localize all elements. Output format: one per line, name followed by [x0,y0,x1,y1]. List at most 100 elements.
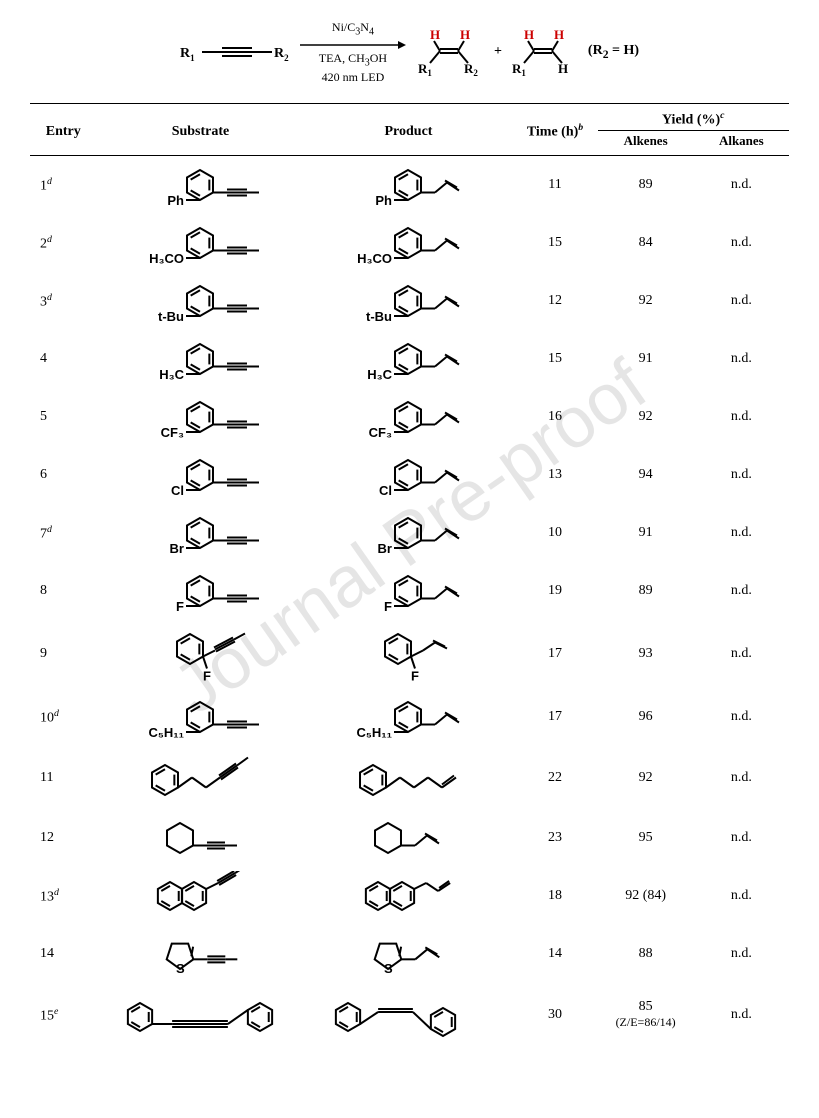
svg-text:R1: R1 [180,46,195,63]
time-cell: 17 [512,688,597,746]
svg-text:H₃C: H₃C [368,367,393,382]
svg-text:Ph: Ph [376,193,393,208]
entry-cell: 3d [30,272,96,330]
reaction-conditions-below: TEA, CH3OH 420 nm LED [319,51,387,85]
time-cell: 16 [512,388,597,446]
table-row: 10d C₅H₁₁ C₅H₁₁ 17 96 n.d. [30,688,789,746]
alkane-yield-cell: n.d. [694,156,789,215]
entry-cell: 10d [30,688,96,746]
substrate-structure: C₅H₁₁ [96,688,304,746]
time-cell: 12 [512,272,597,330]
alkane-yield-cell: n.d. [694,214,789,272]
time-cell: 13 [512,446,597,504]
product-structure: Cl [304,446,512,504]
alkene-yield-cell: 85(Z/E=86/14) [598,983,694,1046]
product-structure [304,809,512,867]
substrate-structure: CF₃ [96,388,304,446]
svg-text:Cl: Cl [171,483,184,498]
alkene-yield-cell: 92 [598,388,694,446]
substrate-structure [96,809,304,867]
svg-text:S: S [384,961,393,976]
table-row: 5 CF₃ CF₃ 16 92 n.d. [30,388,789,446]
time-cell: 19 [512,562,597,620]
table-row: 9 F F 17 93 n.d. [30,620,789,688]
svg-text:t-Bu: t-Bu [366,309,392,324]
reaction-conditions: Ni/C3N4 [332,20,374,39]
alkene-yield-cell: 92 [598,272,694,330]
alkane-yield-cell: n.d. [694,388,789,446]
alkane-yield-cell: n.d. [694,925,789,983]
product-structure: S [304,925,512,983]
entry-cell: 14 [30,925,96,983]
alkene-yield-cell: 95 [598,809,694,867]
time-cell: 15 [512,330,597,388]
alkane-yield-cell: n.d. [694,746,789,809]
time-cell: 14 [512,925,597,983]
time-cell: 30 [512,983,597,1046]
reaction-scheme: R1 R2 Ni/C3N4 TEA, CH3OH 420 nm LED H H … [30,20,789,85]
time-cell: 18 [512,867,597,925]
product-structure: Ph [304,156,512,215]
entry-cell: 1d [30,156,96,215]
substrate-structure: S [96,925,304,983]
alkene-yield-cell: 91 [598,330,694,388]
svg-text:CF₃: CF₃ [161,425,184,440]
alkene-yield-cell: 89 [598,562,694,620]
svg-text:R1: R1 [512,61,526,77]
entry-cell: 9 [30,620,96,688]
alkene-yield-cell: 91 [598,504,694,562]
substrate-structure: F [96,562,304,620]
svg-text:H: H [460,27,470,42]
time-cell: 15 [512,214,597,272]
svg-text:R1: R1 [418,61,432,77]
col-product: Product [304,103,512,156]
alkane-yield-cell: n.d. [694,272,789,330]
svg-text:F: F [411,669,419,684]
substrate-structure: H₃C [96,330,304,388]
svg-text:S: S [176,961,185,976]
product-cis-alkene: H H R1 R2 [416,27,486,77]
svg-text:C₅H₁₁: C₅H₁₁ [357,725,393,740]
substrate-structure: Br [96,504,304,562]
product-structure: H₃C [304,330,512,388]
table-row: 13d 18 92 (84) n.d. [30,867,789,925]
substrate-structure: Cl [96,446,304,504]
svg-text:C₅H₁₁: C₅H₁₁ [149,725,185,740]
table-row: 8 F F 19 89 n.d. [30,562,789,620]
svg-text:CF₃: CF₃ [369,425,392,440]
alkane-yield-cell: n.d. [694,562,789,620]
product-structure: CF₃ [304,388,512,446]
alkane-yield-cell: n.d. [694,867,789,925]
substrate-structure [96,867,304,925]
svg-text:H₃C: H₃C [160,367,185,382]
svg-text:H: H [430,27,440,42]
reaction-arrow [298,39,408,51]
svg-text:F: F [385,599,393,614]
svg-text:F: F [203,669,211,684]
entry-cell: 8 [30,562,96,620]
alkene-yield-cell: 93 [598,620,694,688]
svg-text:Br: Br [378,541,392,556]
col-alkenes: Alkenes [598,131,694,156]
svg-text:H: H [554,27,564,42]
results-table: Entry Substrate Product Time (h)b Yield … [30,103,789,1047]
reactant-alkyne: R1 R2 [180,37,290,67]
col-entry: Entry [30,103,96,156]
table-row: 3d t-Bu t-Bu 12 92 n.d. [30,272,789,330]
time-cell: 23 [512,809,597,867]
time-cell: 11 [512,156,597,215]
svg-text:H: H [558,61,568,76]
svg-text:H: H [524,27,534,42]
alkane-yield-cell: n.d. [694,983,789,1046]
table-row: 1d Ph Ph 11 89 n.d. [30,156,789,215]
col-yield: Yield (%)c [598,103,789,131]
product-structure [304,867,512,925]
product-structure: Br [304,504,512,562]
svg-text:F: F [177,599,185,614]
alkene-yield-cell: 92 (84) [598,867,694,925]
entry-cell: 15e [30,983,96,1046]
table-row: 4 H₃C H₃C 15 91 n.d. [30,330,789,388]
entry-cell: 13d [30,867,96,925]
substrate-structure: F [96,620,304,688]
svg-text:R2: R2 [274,46,289,63]
